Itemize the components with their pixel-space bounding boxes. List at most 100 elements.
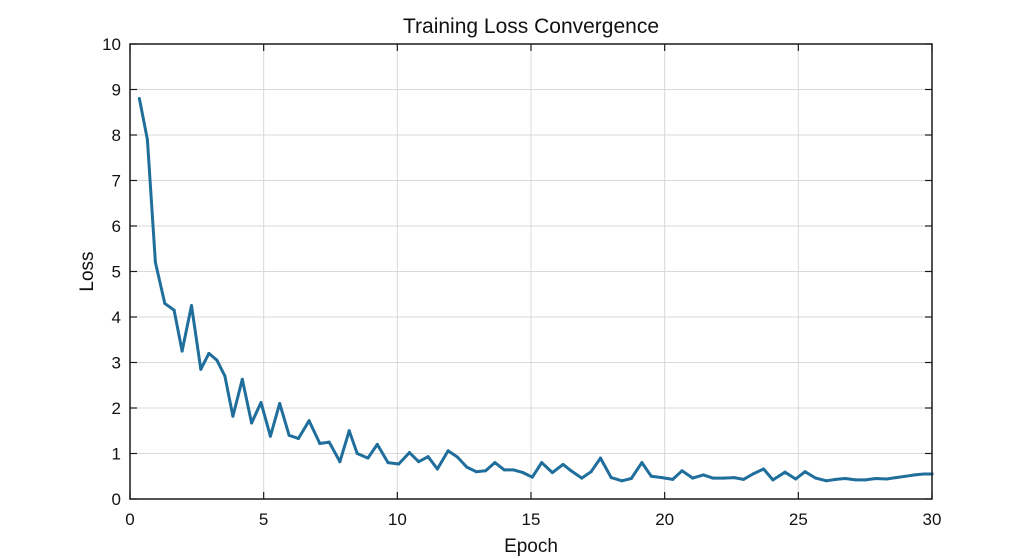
loss-data-point bbox=[338, 460, 342, 464]
loss-data-point bbox=[417, 460, 421, 464]
loss-data-point bbox=[803, 470, 807, 474]
loss-data-point bbox=[521, 471, 525, 475]
loss-data-point bbox=[762, 467, 766, 471]
loss-data-point bbox=[484, 469, 488, 473]
loss-data-point bbox=[834, 477, 838, 481]
y-tick-label: 2 bbox=[112, 399, 121, 418]
loss-data-point bbox=[701, 473, 705, 477]
loss-data-point bbox=[446, 449, 450, 453]
loss-data-point bbox=[620, 479, 624, 483]
loss-data-point bbox=[407, 451, 411, 455]
loss-data-point bbox=[397, 462, 401, 466]
y-tick-label: 7 bbox=[112, 172, 121, 191]
loss-data-point bbox=[732, 476, 736, 480]
loss-data-point bbox=[640, 461, 644, 465]
loss-data-point bbox=[751, 472, 755, 476]
loss-series-line bbox=[137, 97, 934, 483]
loss-data-point bbox=[680, 469, 684, 473]
loss-data-point bbox=[629, 477, 633, 481]
loss-data-point bbox=[609, 476, 613, 480]
loss-data-point bbox=[199, 367, 203, 371]
loss-data-point bbox=[794, 477, 798, 481]
loss-data-point bbox=[268, 434, 272, 438]
loss-data-point bbox=[355, 452, 359, 455]
loss-data-point bbox=[259, 401, 263, 405]
x-tick-label: 0 bbox=[125, 510, 134, 529]
y-tick-label: 6 bbox=[112, 217, 121, 236]
loss-data-point bbox=[231, 414, 235, 418]
loss-data-point bbox=[465, 465, 469, 469]
loss-data-point bbox=[512, 468, 516, 472]
loss-data-point bbox=[375, 442, 379, 446]
loss-data-point bbox=[189, 304, 193, 308]
loss-data-point bbox=[824, 479, 828, 483]
x-tick-label: 5 bbox=[259, 510, 268, 529]
loss-data-point bbox=[223, 374, 227, 378]
loss-data-point bbox=[561, 462, 565, 466]
loss-data-point bbox=[163, 301, 167, 305]
loss-data-point bbox=[240, 377, 244, 381]
x-tick-label: 30 bbox=[923, 510, 942, 529]
loss-data-point bbox=[894, 476, 898, 480]
y-tick-label: 8 bbox=[112, 126, 121, 145]
loss-data-point bbox=[922, 472, 926, 476]
loss-data-point bbox=[278, 401, 282, 405]
y-tick-label: 9 bbox=[112, 81, 121, 100]
loss-data-point bbox=[493, 461, 497, 465]
y-tick-label: 10 bbox=[102, 35, 121, 54]
loss-data-point bbox=[885, 477, 889, 481]
loss-data-point bbox=[474, 470, 478, 474]
chart-title: Training Loss Convergence bbox=[403, 15, 659, 38]
loss-data-point bbox=[854, 478, 858, 482]
loss-data-point bbox=[660, 476, 664, 480]
loss-data-point bbox=[550, 471, 554, 475]
x-tick-label: 10 bbox=[388, 510, 407, 529]
loss-data-point bbox=[215, 358, 219, 362]
loss-data-point bbox=[318, 441, 322, 445]
loss-data-point bbox=[580, 476, 584, 480]
loss-data-point bbox=[783, 470, 787, 474]
loss-data-point bbox=[327, 440, 331, 444]
loss-data-point bbox=[649, 474, 653, 478]
loss-data-point bbox=[145, 138, 149, 142]
y-tick-label: 4 bbox=[112, 308, 121, 327]
loss-data-point bbox=[180, 349, 184, 353]
loss-data-point bbox=[599, 456, 603, 460]
loss-data-point bbox=[874, 477, 878, 481]
loss-data-point bbox=[913, 473, 917, 477]
ticks: 0 5 10 15 20 25 30 0 1 2 3 4 5 6 7 8 9 10 bbox=[102, 35, 941, 529]
loss-data-point bbox=[814, 476, 818, 480]
loss-data-point bbox=[366, 456, 370, 460]
y-tick-label: 1 bbox=[112, 445, 121, 464]
loss-data-point bbox=[742, 477, 746, 481]
y-tick-label: 0 bbox=[112, 490, 121, 509]
loss-data-point bbox=[137, 97, 141, 101]
loss-data-point bbox=[435, 467, 439, 471]
loss-data-point bbox=[691, 476, 695, 480]
loss-data-point bbox=[347, 429, 351, 433]
series-layer bbox=[137, 97, 934, 483]
y-tick-label: 5 bbox=[112, 263, 121, 282]
loss-data-point bbox=[296, 436, 300, 440]
loss-data-point bbox=[721, 476, 725, 480]
loss-data-point bbox=[530, 475, 534, 479]
loss-data-point bbox=[455, 455, 459, 459]
x-tick-label: 20 bbox=[655, 510, 674, 529]
loss-data-point bbox=[711, 476, 715, 480]
loss-data-point bbox=[589, 470, 593, 474]
loss-data-point bbox=[426, 455, 430, 459]
loss-data-point bbox=[671, 477, 675, 481]
loss-data-point bbox=[843, 477, 847, 481]
x-tick-label: 25 bbox=[789, 510, 808, 529]
y-tick-label: 3 bbox=[112, 354, 121, 373]
loss-data-point bbox=[540, 461, 544, 465]
loss-data-point bbox=[172, 308, 176, 312]
y-axis-label: Loss bbox=[77, 251, 98, 291]
x-tick-label: 15 bbox=[522, 510, 541, 529]
loss-data-point bbox=[307, 419, 311, 423]
loss-data-point bbox=[250, 421, 254, 425]
loss-data-point bbox=[863, 478, 867, 482]
loss-data-point bbox=[287, 433, 291, 437]
loss-data-point bbox=[771, 478, 775, 482]
